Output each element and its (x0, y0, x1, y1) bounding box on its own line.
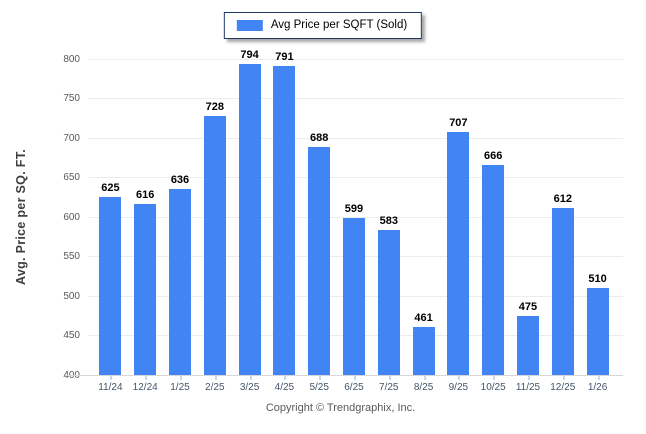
x-axis-label: 5/25 (309, 382, 329, 393)
bar-column: 583 7/25 (371, 59, 406, 393)
bar (516, 315, 539, 375)
bar (551, 207, 574, 375)
bar-value-label: 794 (240, 48, 259, 61)
bar-value-label: 728 (205, 100, 224, 113)
bar-column: 475 11/25 (511, 59, 546, 393)
x-axis-label: 2/25 (205, 382, 225, 393)
gridline (88, 137, 623, 139)
bar-column: 612 12/25 (545, 59, 580, 393)
x-axis-tick (249, 376, 252, 380)
bar-value-label: 599 (344, 202, 364, 215)
y-axis-tick-label: 800 (63, 53, 80, 65)
bar-value-label: 510 (588, 273, 607, 286)
bar-column: 666 10/25 (476, 59, 511, 393)
x-axis-tick (284, 376, 287, 380)
y-axis-tick-label: 750 (63, 93, 80, 104)
x-axis-tick (388, 376, 391, 380)
bar-value-label: 612 (553, 192, 572, 205)
bar-column: 461 8/25 (406, 59, 441, 393)
gridline (88, 216, 623, 218)
bar-value-label: 636 (170, 173, 190, 186)
x-axis-label: 10/25 (480, 382, 506, 393)
bar-column: 688 5/25 (302, 59, 337, 393)
x-axis-label: 9/25 (448, 382, 469, 393)
bar (412, 326, 435, 375)
y-axis-title: Avg. Price per SQ. FT. (14, 148, 28, 286)
x-axis-tick (493, 376, 496, 380)
bar (308, 147, 331, 375)
legend-swatch-icon (236, 19, 263, 31)
bar-column: 728 2/25 (197, 59, 232, 393)
bar-value-label: 625 (101, 182, 120, 195)
bar-value-label: 666 (483, 149, 503, 162)
bar-column: 794 3/25 (232, 49, 267, 393)
gridline (88, 58, 623, 60)
x-axis-label: 1/26 (587, 382, 608, 393)
bar (342, 217, 365, 375)
bar (447, 132, 470, 375)
y-axis-tick-label: 450 (63, 330, 80, 341)
bar-value-label: 583 (379, 215, 398, 228)
bar-column: 707 9/25 (441, 59, 476, 393)
x-axis-label: 8/25 (413, 382, 434, 393)
x-axis-label: 7/25 (379, 382, 399, 393)
bar-value-label: 616 (136, 189, 155, 202)
bar-value-label: 791 (275, 51, 294, 64)
bar-value-label: 461 (414, 311, 433, 324)
copyright-text: Copyright © Trendgraphix, Inc. (265, 402, 416, 414)
x-axis-tick (527, 376, 530, 380)
plot-area: 400 450 500 550 600 650 700 750 800 625 11/24 616 12… (63, 49, 623, 393)
bar-column: 791 4/25 (267, 51, 302, 393)
x-axis-line (65, 375, 623, 376)
y-axis-tick-label: 650 (63, 172, 80, 183)
gridline (88, 98, 623, 99)
bar-column: 625 11/24 (93, 59, 128, 393)
bar (168, 188, 191, 375)
legend-label: Avg Price per SQFT (Sold) (270, 19, 408, 31)
bar-value-label: 688 (310, 132, 329, 145)
x-axis-label: 12/24 (132, 382, 158, 393)
x-axis-tick (110, 376, 113, 380)
x-axis-label: 11/25 (515, 382, 541, 393)
x-axis-label: 11/24 (98, 382, 123, 393)
bar (273, 66, 296, 375)
x-axis-tick (145, 376, 148, 380)
x-axis-tick (458, 376, 461, 380)
legend: Avg Price per SQFT (Sold) (223, 12, 423, 39)
x-axis-label: 4/25 (274, 382, 295, 393)
x-axis-tick (562, 376, 565, 380)
y-axis-tick-label: 700 (63, 132, 80, 144)
x-axis-tick (353, 376, 356, 380)
bar (586, 288, 609, 375)
bar-value-label: 707 (449, 117, 468, 130)
x-axis-tick (319, 376, 322, 380)
x-axis-label: 6/25 (344, 382, 364, 393)
bar (203, 115, 226, 375)
x-axis-tick (423, 376, 426, 380)
bar-column: 616 12/24 (128, 59, 163, 393)
x-axis-tick (214, 376, 217, 380)
x-axis-label: 1/25 (170, 382, 190, 393)
x-axis-tick (597, 376, 600, 380)
x-axis-label: 3/25 (239, 382, 260, 393)
gridline (88, 177, 623, 178)
bar (377, 230, 400, 375)
bar (134, 204, 157, 375)
bar-column: 510 1/26 (580, 59, 615, 393)
bar (482, 164, 505, 375)
y-axis-tick-label: 600 (63, 211, 80, 223)
y-axis-tick-label: 550 (63, 251, 80, 262)
bar (99, 197, 122, 375)
bar-column: 636 1/25 (163, 59, 198, 393)
x-axis-label: 12/25 (550, 382, 576, 393)
bar-value-label: 475 (518, 300, 538, 313)
bar-column: 599 6/25 (337, 59, 372, 393)
x-axis-tick (179, 376, 182, 380)
bars-group: 625 11/24 616 12/24 636 1/25 728 2/25 794 3/25 791… (93, 49, 615, 393)
y-axis-tick-label: 500 (63, 290, 80, 302)
bar (238, 63, 261, 375)
